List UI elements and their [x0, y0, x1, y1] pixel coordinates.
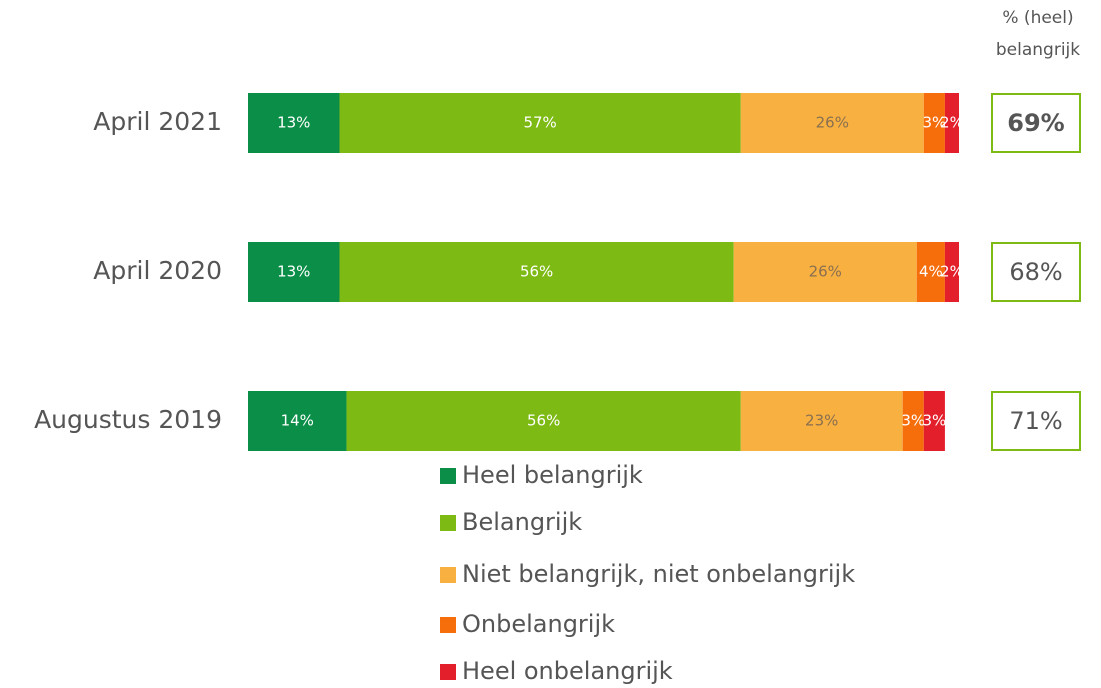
data-label: 13%: [277, 114, 310, 132]
data-label: 56%: [527, 412, 560, 430]
summary-title: % (heel) belangrijk: [995, 8, 1081, 60]
summary-box: [991, 93, 1081, 153]
data-label: 3%: [922, 412, 946, 430]
data-label: 23%: [805, 412, 838, 430]
summary-value: 69%: [1007, 109, 1064, 137]
bar-segment: [339, 93, 741, 153]
data-label: 3%: [922, 114, 946, 132]
legend-label: Onbelangrijk: [462, 610, 615, 638]
data-label: 4%: [919, 263, 943, 281]
bar-segment: [248, 93, 340, 153]
legend-label: Heel belangrijk: [462, 461, 643, 489]
bar-segment: [923, 93, 945, 153]
legend-label: Heel onbelangrijk: [462, 657, 673, 685]
bar-segment: [740, 391, 903, 451]
summary-value: 68%: [1009, 258, 1062, 286]
bar-segment: [923, 391, 945, 451]
summary-box: [991, 242, 1081, 302]
legend-swatch: [440, 617, 456, 633]
bar-segment: [248, 391, 347, 451]
bar-segment: [248, 242, 340, 302]
legend-swatch: [440, 515, 456, 531]
summary-box: [991, 391, 1081, 451]
legend-swatch: [440, 567, 456, 583]
data-label: 2%: [940, 263, 964, 281]
bar-segment: [733, 242, 917, 302]
category-label: April 2021: [93, 107, 222, 136]
data-label: 14%: [281, 412, 314, 430]
summary-header-box: % (heel) belangrijk: [995, 8, 1081, 60]
legend-swatch: [440, 468, 456, 484]
category-label: Augustus 2019: [34, 405, 222, 434]
bar-segment: [902, 391, 924, 451]
bar-segment: [944, 93, 959, 153]
legend-swatch: [440, 664, 456, 680]
data-label: 56%: [520, 263, 553, 281]
bar-segment: [944, 242, 959, 302]
data-label: 2%: [940, 114, 964, 132]
bar-segment: [740, 93, 924, 153]
summary-value: 71%: [1009, 407, 1062, 435]
bar-segment: [916, 242, 945, 302]
legend-label: Niet belangrijk, niet onbelangrijk: [462, 560, 855, 588]
bar-segment: [339, 242, 734, 302]
data-label: 57%: [523, 114, 556, 132]
data-label: 3%: [901, 412, 925, 430]
data-label: 13%: [277, 263, 310, 281]
category-label: April 2020: [93, 256, 222, 285]
data-label: 26%: [809, 263, 842, 281]
data-label: 26%: [816, 114, 849, 132]
bar-segment: [346, 391, 741, 451]
legend-label: Belangrijk: [462, 508, 582, 536]
